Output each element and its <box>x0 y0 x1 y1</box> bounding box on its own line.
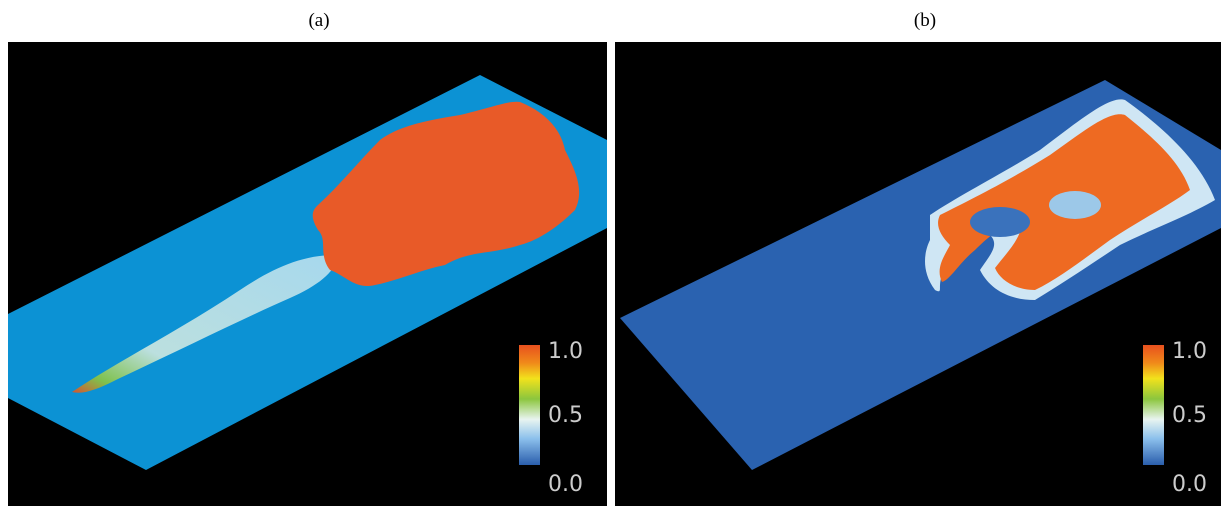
panel-a: 1.0 0.5 0.0 <box>8 42 607 506</box>
colorbar-tick: 0.0 <box>548 472 583 497</box>
colorbar-tick: 0.5 <box>1172 403 1207 428</box>
panel-label: (a) <box>308 10 329 31</box>
field-hole <box>970 207 1030 237</box>
colorbar <box>519 345 540 465</box>
panel-b: 1.0 0.5 0.0 <box>615 42 1221 506</box>
colorbar <box>1143 345 1164 465</box>
field-hole <box>1049 191 1101 219</box>
colorbar-tick: 0.5 <box>548 403 583 428</box>
colorbar-tick: 0.0 <box>1172 472 1207 497</box>
colorbar-tick: 1.0 <box>548 339 583 364</box>
page: (a) (b) 1.0 0.5 0.0 1.0 0.5 0.0 (() => {… <box>0 0 1221 506</box>
figure: (a) (b) 1.0 0.5 0.0 1.0 0.5 0.0 <box>0 0 1221 506</box>
colorbar-tick: 1.0 <box>1172 339 1207 364</box>
panel-label: (b) <box>914 10 936 31</box>
